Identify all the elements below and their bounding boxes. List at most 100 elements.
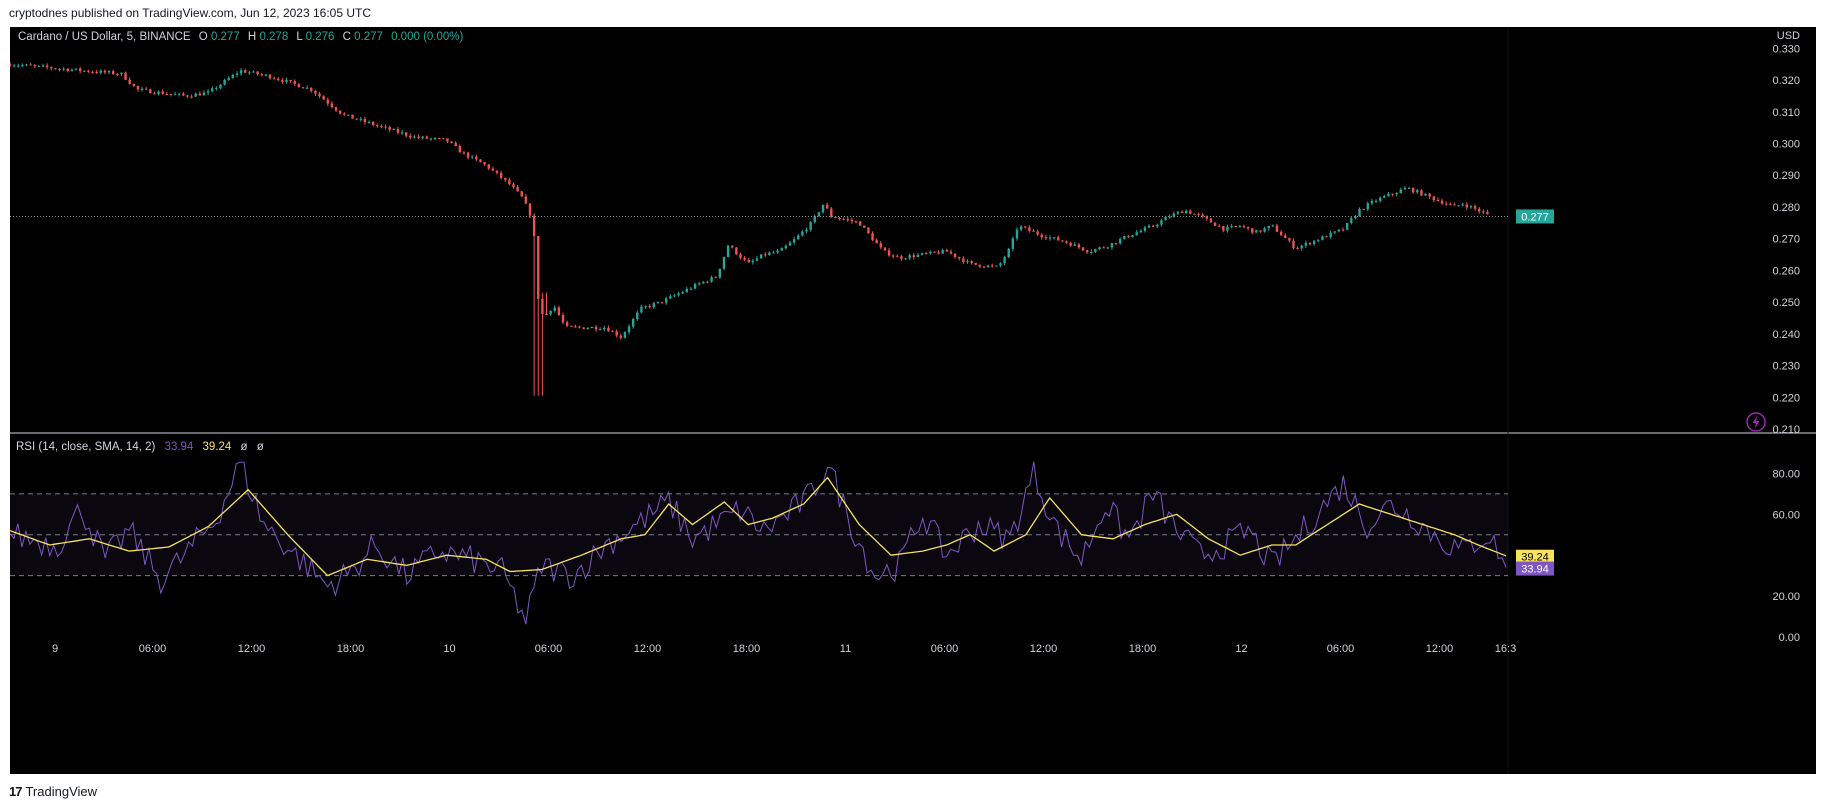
candle-body xyxy=(949,251,953,254)
candle-body xyxy=(978,264,982,267)
candle-body xyxy=(784,245,788,249)
candle-body xyxy=(231,74,235,79)
candle-body xyxy=(1040,234,1043,238)
candle-body xyxy=(867,227,870,234)
candle-body xyxy=(689,288,693,290)
candle-body xyxy=(537,235,540,299)
candle-body xyxy=(132,83,136,86)
candle-body xyxy=(140,88,144,90)
candle-body xyxy=(442,138,445,140)
candle-body xyxy=(1110,243,1114,248)
candle-body xyxy=(495,170,499,173)
candle-body xyxy=(1279,231,1283,236)
candle-body xyxy=(846,219,849,221)
candle-body xyxy=(830,208,833,217)
candle-body xyxy=(1085,250,1089,253)
candle-body xyxy=(631,318,635,327)
time-tick-label: 18:00 xyxy=(337,643,365,655)
candle-body xyxy=(1271,225,1275,227)
candle-body xyxy=(1312,240,1316,245)
candle-body xyxy=(305,87,309,89)
candle-body xyxy=(953,253,957,258)
candle-body xyxy=(1131,235,1134,238)
candle-body xyxy=(343,113,346,115)
candle-body xyxy=(1176,211,1180,214)
candle-body xyxy=(516,187,519,192)
candle-body xyxy=(1440,200,1444,204)
candle-body xyxy=(958,257,961,259)
candle-body xyxy=(1003,257,1006,264)
candle-body xyxy=(1246,227,1250,229)
candle-body xyxy=(1160,220,1163,225)
time-tick-label: 18:00 xyxy=(1129,643,1157,655)
candle-body xyxy=(252,71,255,73)
open-label: O xyxy=(199,31,208,43)
candle-body xyxy=(149,89,152,94)
candle-body xyxy=(285,79,288,82)
candle-body xyxy=(66,68,69,72)
candle-body xyxy=(371,122,375,126)
candle-body xyxy=(578,326,581,328)
sma-value-label: 39.24 xyxy=(1521,552,1549,564)
time-tick-label: 12:00 xyxy=(238,643,266,655)
candle-body xyxy=(260,74,263,76)
candle-body xyxy=(334,107,338,111)
candle-body xyxy=(813,216,816,222)
candle-body xyxy=(941,249,944,254)
candle-body xyxy=(78,68,82,72)
price-tick-label: 0.270 xyxy=(1772,234,1800,246)
chart-canvas[interactable]: Cardano / US Dollar, 5, BINANCE O 0.277 … xyxy=(8,27,1816,774)
time-tick-label: 18:00 xyxy=(733,643,761,655)
candle-body xyxy=(244,70,247,73)
high-value: 0.278 xyxy=(259,31,288,43)
candle-body xyxy=(710,277,713,282)
candle-body xyxy=(235,73,239,75)
candle-body xyxy=(557,307,561,316)
price-tick-label: 0.250 xyxy=(1772,297,1800,309)
candle-body xyxy=(1184,210,1188,213)
candle-body xyxy=(1048,237,1052,239)
low-value: 0.276 xyxy=(306,31,335,43)
lightning-bolt-icon[interactable] xyxy=(1746,412,1766,432)
candle-body xyxy=(805,229,808,232)
candle-body xyxy=(1275,225,1279,232)
candle-body xyxy=(664,298,668,303)
candle-body xyxy=(644,306,647,308)
candle-body xyxy=(912,255,916,258)
candle-body xyxy=(281,79,284,82)
candle-body xyxy=(376,125,379,127)
candle-body xyxy=(1399,189,1402,194)
candle-body xyxy=(508,179,511,185)
candle-body xyxy=(450,141,453,143)
candle-body xyxy=(499,172,503,178)
candle-body xyxy=(1482,211,1485,213)
footer[interactable]: 17 TradingView xyxy=(9,784,97,799)
candle-body xyxy=(95,72,98,74)
time-tick-label: 9 xyxy=(52,643,58,655)
candle-body xyxy=(920,253,924,255)
chart-background xyxy=(10,27,1816,774)
candle-body xyxy=(1024,226,1027,228)
candle-body xyxy=(1354,216,1357,219)
change-value: 0.000 (0.00%) xyxy=(391,31,463,43)
candle-body xyxy=(1308,242,1312,245)
candle-body xyxy=(627,326,631,333)
candle-body xyxy=(12,65,16,67)
candle-body xyxy=(413,136,416,138)
candle-body xyxy=(462,152,466,154)
candle-body xyxy=(1255,230,1258,233)
chart-frame[interactable]: Cardano / US Dollar, 5, BINANCE O 0.277 … xyxy=(8,27,1816,774)
candle-body xyxy=(1387,193,1390,197)
candle-body xyxy=(194,93,197,97)
candle-body xyxy=(574,326,577,328)
candle-body xyxy=(1218,225,1221,227)
candle-body xyxy=(1407,187,1411,189)
candle-body xyxy=(1341,229,1345,231)
candle-body xyxy=(1226,226,1229,231)
candle-body xyxy=(318,93,321,97)
candle-body xyxy=(916,254,920,258)
rsi-value-label: 33.94 xyxy=(1521,564,1549,576)
time-tick-label: 06:00 xyxy=(535,643,563,655)
candle-body xyxy=(54,68,57,70)
candle-body xyxy=(1486,212,1489,215)
